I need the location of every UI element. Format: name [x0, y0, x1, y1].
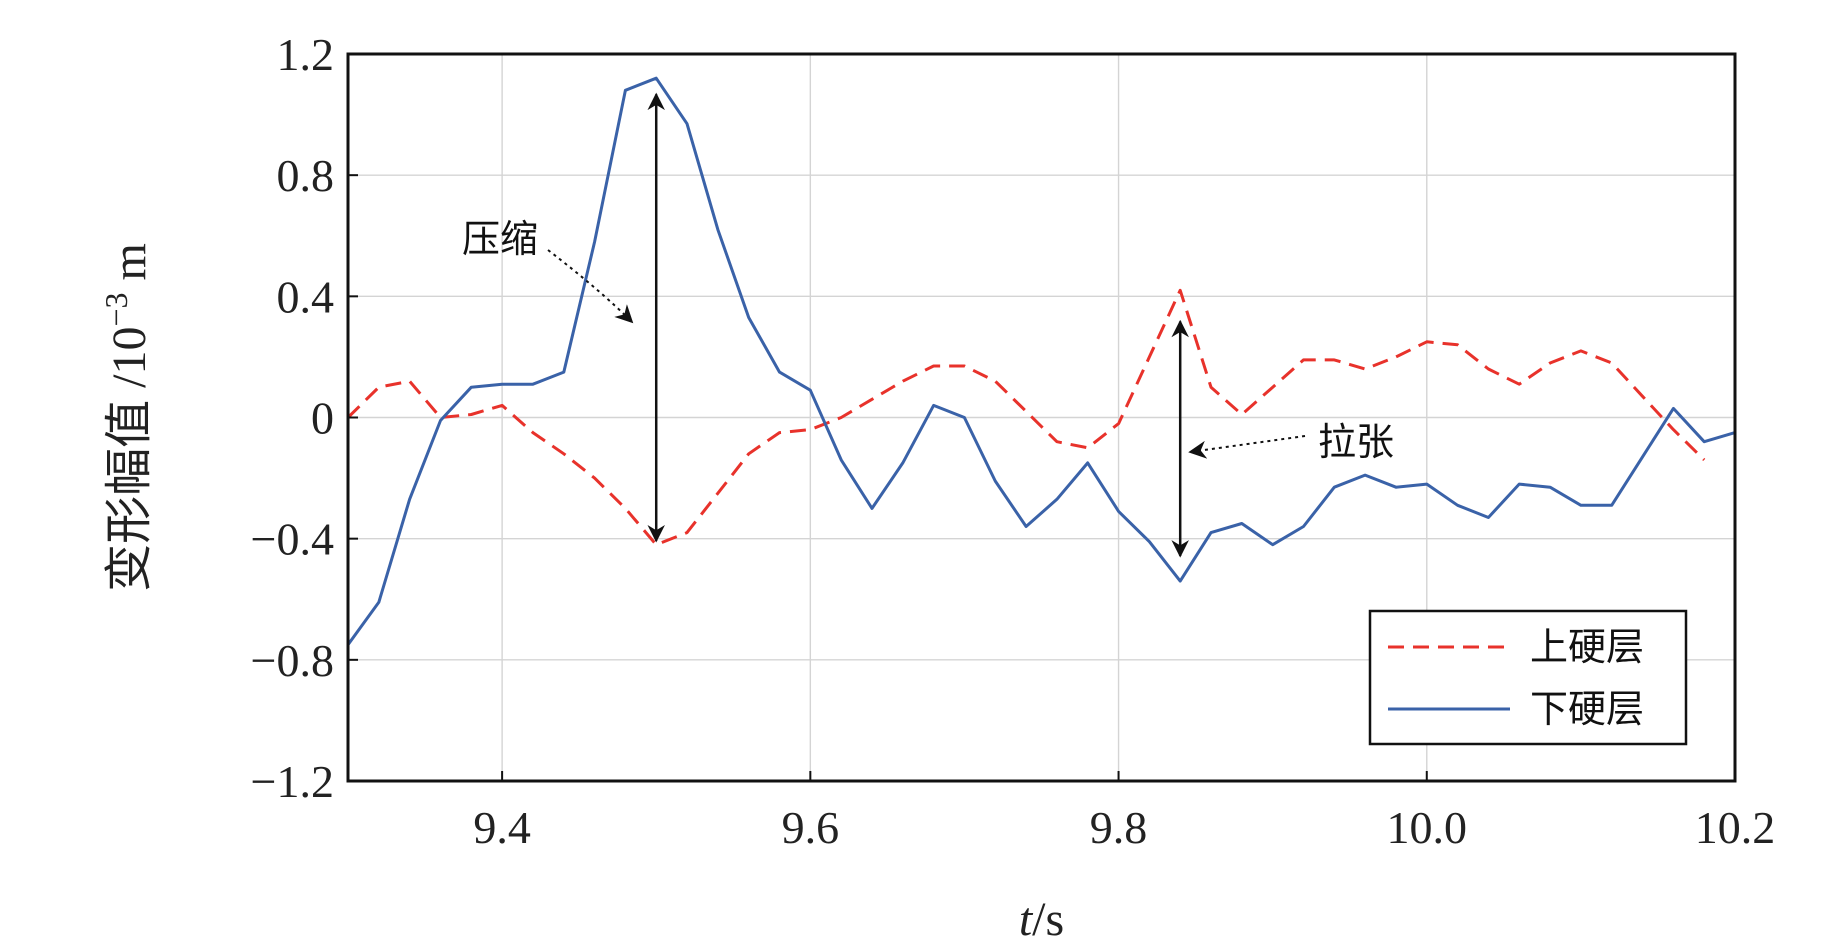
y-tick-label: 0.8: [277, 150, 335, 201]
y-tick-label: 0: [311, 393, 334, 444]
x-axis-label: t/s: [1019, 893, 1064, 945]
ticks: 9.4 9.6 9.8 10.0 10.2 1.2 0.8 0.4 0 −0.4 −0.8 −1.2: [251, 29, 1776, 853]
x-tick-label: 9.8: [1090, 802, 1148, 853]
legend-label-lower: 下硬层: [1530, 687, 1644, 731]
y-tick-label: 1.2: [277, 29, 335, 80]
y-tick-label: −1.2: [251, 756, 334, 807]
y-tick-label: 0.4: [277, 271, 335, 322]
y-axis-label-text: 变形幅值 /10: [103, 327, 156, 592]
series-layer: [348, 76, 1735, 646]
x-axis-label-italic: t: [1019, 893, 1034, 945]
y-axis-label-unit: m: [103, 243, 156, 292]
y-axis-label-exponent: −3: [98, 292, 134, 326]
legend: 上硬层 下硬层: [1368, 609, 1688, 746]
y-tick-label: −0.4: [251, 514, 334, 565]
x-tick-label: 10.0: [1387, 802, 1468, 853]
annotation-tension-label: 拉张: [1318, 420, 1394, 464]
x-tick-label: 10.2: [1695, 802, 1776, 853]
y-tick-label: −0.8: [251, 635, 334, 686]
series-line-lower: [348, 76, 1735, 646]
legend-label-upper: 上硬层: [1530, 625, 1644, 669]
x-tick-label: 9.4: [473, 802, 531, 853]
x-tick-label: 9.6: [782, 802, 840, 853]
y-axis-label: 变形幅值 /10−3 m: [98, 243, 156, 592]
legend-box: [1368, 609, 1688, 746]
axis-labels: t/s 变形幅值 /10−3 m: [98, 243, 1064, 945]
annotation-compression-pointer: [547, 249, 634, 324]
x-axis-label-unit: /s: [1032, 893, 1064, 945]
series-line-upper: [348, 288, 1706, 547]
annotation-compression-label: 压缩: [462, 217, 538, 261]
annotation-tension-pointer: [1188, 435, 1306, 459]
